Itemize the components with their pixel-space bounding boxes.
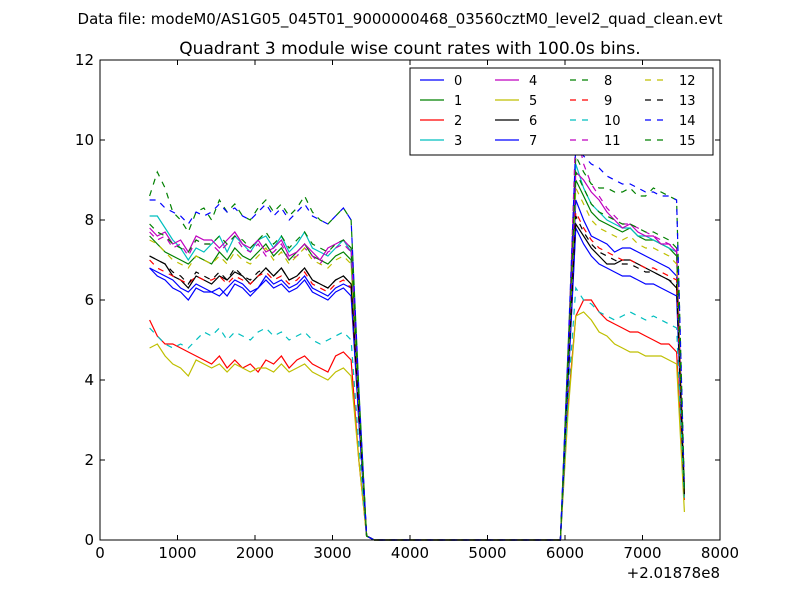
y-tick-label: 12 <box>75 51 94 69</box>
x-tick-label: 0 <box>95 544 105 562</box>
legend-label-14: 14 <box>679 114 696 129</box>
legend-label-2: 2 <box>454 114 462 129</box>
series-line-11 <box>149 127 685 541</box>
x-offset-label: +2.01878e8 <box>627 564 720 582</box>
legend-label-10: 10 <box>604 114 621 129</box>
legend-label-11: 11 <box>604 134 621 149</box>
legend-label-7: 7 <box>529 134 537 149</box>
chart-title: Quadrant 3 module wise count rates with … <box>179 39 640 59</box>
y-tick-label: 4 <box>84 371 94 389</box>
data-file-label: Data file: modeM0/AS1G05_045T01_90000004… <box>78 10 723 29</box>
y-tick-label: 10 <box>75 131 94 149</box>
legend-label-9: 9 <box>604 94 612 109</box>
legend-label-12: 12 <box>679 74 696 89</box>
y-tick-label: 8 <box>84 211 94 229</box>
x-tick-label: 3000 <box>313 544 351 562</box>
legend-label-13: 13 <box>679 94 696 109</box>
x-tick-label: 5000 <box>468 544 506 562</box>
legend-label-1: 1 <box>454 94 462 109</box>
legend-label-6: 6 <box>529 114 537 129</box>
legend-label-0: 0 <box>454 74 462 89</box>
x-tick-label: 4000 <box>391 544 429 562</box>
legend-label-3: 3 <box>454 134 462 149</box>
axis-ticks: 0 1000 2000 3000 4000 5000 6000 7000 80000246810… <box>75 51 739 562</box>
series-line-8 <box>149 155 685 541</box>
legend-label-4: 4 <box>529 74 537 89</box>
series-line-12 <box>149 187 685 541</box>
y-tick-label: 0 <box>84 531 94 549</box>
legend-label-8: 8 <box>604 74 612 89</box>
legend-label-15: 15 <box>679 134 696 149</box>
x-tick-label: 2000 <box>236 544 274 562</box>
y-tick-label: 6 <box>84 291 94 309</box>
x-tick-label: 8000 <box>701 544 739 562</box>
x-tick-label: 6000 <box>546 544 584 562</box>
x-tick-label: 1000 <box>158 544 196 562</box>
y-tick-label: 2 <box>84 451 94 469</box>
x-tick-label: 7000 <box>623 544 661 562</box>
legend-label-5: 5 <box>529 94 537 109</box>
